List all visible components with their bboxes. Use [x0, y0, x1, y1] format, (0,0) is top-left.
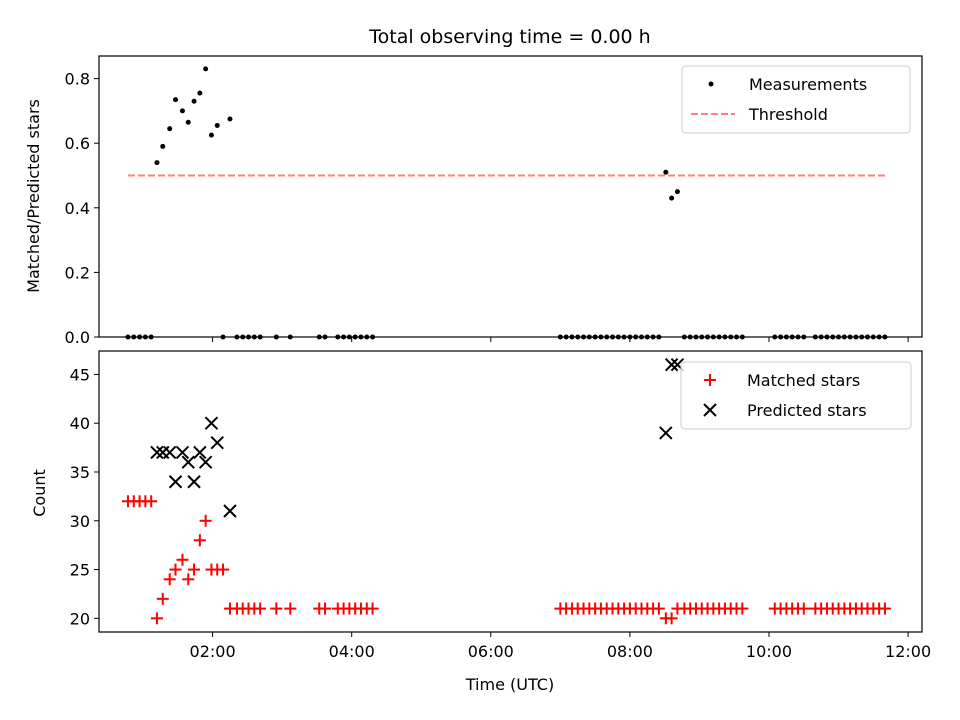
top-legend-box [681, 65, 911, 134]
measurement-point [663, 169, 669, 175]
x-tick-label: 04:00 [329, 642, 375, 661]
predicted-star-point [168, 475, 183, 489]
measurement-point [154, 160, 160, 166]
matched-star-point [652, 602, 665, 615]
predicted-star-point [181, 455, 195, 469]
matched-star-point [270, 602, 283, 615]
bottom-axes-frame [98, 350, 923, 633]
matched-star-point [878, 602, 891, 615]
measurement-point [160, 143, 166, 149]
predicted-star-point [163, 445, 177, 460]
top-y-tick-label: 0.0 [65, 328, 90, 347]
measurement-point [185, 119, 191, 125]
matched-star-point [188, 563, 201, 576]
x-tick-label: 12:00 [885, 642, 931, 661]
bottom-y-tick-label: 30 [70, 512, 90, 531]
measurement-point [214, 122, 220, 128]
matched-star-point [163, 573, 176, 586]
matched-star-point [156, 592, 169, 605]
measurement-point [179, 108, 185, 114]
matched-star-point [366, 602, 379, 615]
measurement-point [167, 126, 173, 132]
bottom-legend: Matched stars Predicted stars [680, 361, 912, 430]
predicted-star-point [193, 445, 207, 460]
predicted-star-point [210, 436, 224, 450]
predicted-star-point [187, 475, 201, 489]
predicted-star-point [175, 445, 190, 460]
top-axes-frame [98, 55, 923, 338]
top-y-tick-label: 0.8 [65, 70, 90, 89]
matched-star-point [736, 602, 749, 615]
matched-star-point [182, 573, 195, 586]
legend-measurements-marker [708, 81, 714, 87]
measurement-point [203, 66, 209, 72]
predicted-star-point [223, 504, 237, 518]
x-tick-label: 10:00 [746, 642, 792, 661]
matched-star-point [319, 602, 332, 615]
legend-measurements-label: Measurements [749, 75, 867, 94]
top-y-tick-label: 0.4 [65, 199, 90, 218]
top-y-tick-label: 0.2 [65, 263, 90, 282]
x-tick-label: 02:00 [190, 642, 236, 661]
bottom-axes: 20 25 30 35 40 45 02:00 04:00 06:00 08:00 10:00 12:… [70, 350, 931, 661]
x-axis-label: Time (UTC) [465, 675, 554, 694]
x-tick-label: 06:00 [468, 642, 514, 661]
matched-star-point [284, 602, 297, 615]
legend-matched-label: Matched stars [747, 371, 860, 390]
legend-threshold-label: Threshold [748, 105, 828, 124]
bottom-legend-box [680, 361, 912, 430]
top-y-axis-label: Matched/Predicted stars [24, 99, 43, 293]
chart-title: Total observing time = 0.00 h [368, 26, 650, 48]
bottom-y-tick-label: 40 [70, 414, 90, 433]
measurement-point [208, 132, 214, 138]
measurement-point [173, 97, 179, 103]
x-tick-label: 08:00 [607, 642, 653, 661]
measurement-point [227, 116, 233, 122]
bottom-panel: Count Time (UTC) 20 25 30 35 40 45 02:00 04:00 0… [30, 350, 931, 694]
predicted-star-point [664, 357, 679, 372]
predicted-star-point [150, 445, 164, 460]
matched-star-point [193, 534, 206, 547]
legend-predicted-label: Predicted stars [747, 401, 867, 420]
measurement-point [669, 195, 675, 201]
measurement-point [191, 98, 197, 104]
predicted-star-point [659, 426, 673, 440]
bottom-y-tick-label: 20 [70, 609, 90, 628]
bottom-y-tick-label: 25 [70, 561, 90, 580]
top-axes: 0.0 0.2 0.4 0.6 0.8 [65, 55, 923, 347]
matched-star-point [145, 495, 158, 508]
matched-star-point [665, 612, 678, 625]
matched-star-point [176, 553, 189, 566]
bottom-y-tick-label: 45 [70, 365, 90, 384]
matched-star-point [217, 563, 230, 576]
measurement-point [197, 90, 203, 96]
matched-star-point [254, 602, 267, 615]
predicted-star-point [204, 416, 219, 430]
measurement-point [674, 189, 680, 195]
predicted-star-point [198, 455, 213, 469]
bottom-plot-marks [121, 357, 891, 625]
top-y-tick-label: 0.6 [65, 134, 90, 153]
matched-star-point [797, 602, 810, 615]
matched-star-point [169, 563, 182, 576]
bottom-y-tick-label: 35 [70, 463, 90, 482]
top-panel: Matched/Predicted stars 0.00.20.40.60.8 … [24, 55, 923, 347]
matched-star-point [150, 612, 163, 625]
bottom-y-axis-label: Count [30, 469, 49, 517]
matched-star-point [199, 514, 212, 527]
legend-predicted-marker [703, 403, 717, 417]
legend-matched-marker [704, 374, 716, 386]
top-legend: Measurements Threshold [681, 65, 911, 134]
